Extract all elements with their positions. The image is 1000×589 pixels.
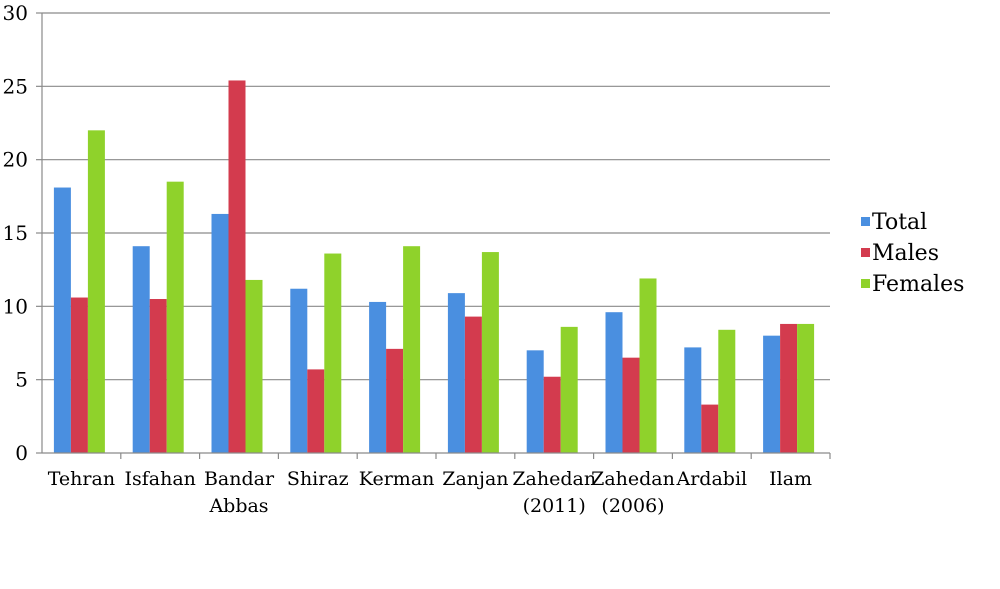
bar-total bbox=[369, 301, 387, 453]
x-category-label: Kerman bbox=[359, 468, 435, 490]
legend: Total Males Females bbox=[861, 210, 964, 297]
bar-males bbox=[701, 404, 719, 453]
bar-males bbox=[307, 369, 325, 453]
bar-total bbox=[290, 288, 308, 453]
bar-females bbox=[403, 246, 421, 453]
bar-females bbox=[481, 252, 499, 453]
y-tick-label: 30 bbox=[3, 1, 28, 25]
bar-females bbox=[797, 323, 815, 453]
legend-swatch-females bbox=[861, 279, 870, 288]
y-tick-label: 0 bbox=[15, 441, 28, 465]
legend-swatch-total bbox=[861, 217, 870, 226]
bar-total bbox=[526, 350, 544, 453]
y-tick-label: 25 bbox=[3, 74, 28, 98]
bar-total bbox=[132, 246, 150, 453]
x-category-label: Tehran bbox=[48, 468, 115, 490]
x-category-label: Abbas bbox=[208, 495, 268, 517]
bar-males bbox=[386, 348, 404, 453]
bar-females bbox=[87, 130, 105, 454]
y-tick-label: 15 bbox=[3, 221, 28, 245]
legend-label-total: Total bbox=[872, 210, 927, 235]
bars bbox=[53, 80, 815, 454]
legend-swatch-males bbox=[861, 248, 870, 257]
x-category-label: (2006) bbox=[601, 495, 664, 517]
bar-females bbox=[245, 279, 263, 453]
bar-total bbox=[763, 335, 781, 453]
y-tick-label: 10 bbox=[3, 294, 28, 318]
bar-total bbox=[53, 187, 71, 454]
x-category-label: Zahedan bbox=[591, 468, 675, 490]
bar-females bbox=[324, 253, 342, 453]
x-category-label: Zanjan bbox=[442, 468, 508, 490]
bar-total bbox=[684, 347, 702, 453]
bar-males bbox=[780, 323, 798, 453]
bar-males bbox=[543, 376, 561, 453]
y-tick-label: 20 bbox=[3, 148, 28, 172]
bar-males bbox=[228, 80, 246, 453]
bar-males bbox=[70, 297, 88, 453]
x-category-label: Ardabil bbox=[675, 468, 747, 490]
bar-total bbox=[447, 293, 465, 453]
x-category-label: Ilam bbox=[769, 468, 812, 490]
bar-females bbox=[166, 181, 184, 453]
x-category-labels: Tehran Isfahan Bandar Abbas Shiraz Kerman Zanj… bbox=[48, 468, 812, 517]
x-category-label: Zahedan bbox=[512, 468, 596, 490]
x-category-label: Isfahan bbox=[124, 468, 195, 490]
bar-males bbox=[622, 357, 640, 453]
bar-total bbox=[605, 312, 623, 453]
bar-males bbox=[464, 316, 482, 453]
legend-label-females: Females bbox=[872, 272, 964, 297]
legend-label-males: Males bbox=[872, 241, 939, 266]
x-category-label: Shiraz bbox=[287, 468, 349, 490]
y-tick-label: 5 bbox=[15, 368, 28, 392]
bar-females bbox=[639, 278, 657, 453]
bar-females bbox=[718, 329, 736, 453]
bar-males bbox=[149, 299, 167, 453]
x-category-label: Bandar bbox=[204, 468, 275, 490]
bar-total bbox=[211, 213, 229, 453]
x-category-label: (2011) bbox=[523, 495, 586, 517]
axes bbox=[36, 12, 831, 459]
y-tick-labels: 0 5 10 15 20 25 30 bbox=[3, 1, 28, 465]
bar-females bbox=[560, 326, 578, 453]
